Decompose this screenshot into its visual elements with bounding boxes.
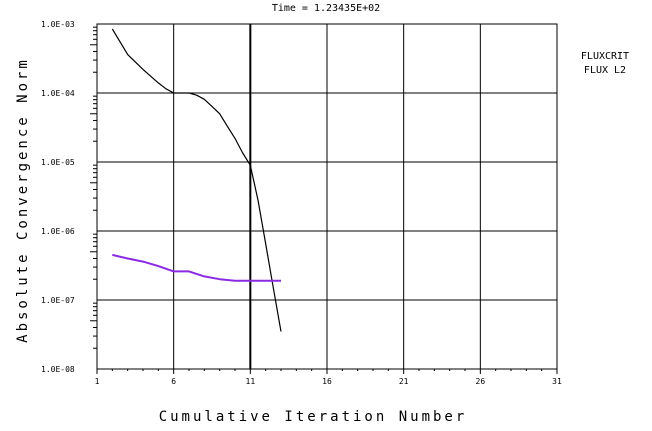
y-tick-labels: 1.0E-08 1.0E-07 1.0E-06 1.0E-05 1.0E-04 1.0E-… [41,20,75,374]
legend-entry-flux-l2: FLUX L2 [584,65,626,76]
y-tick-label: 1.0E-08 [41,365,75,374]
y-tick-label: 1.0E-04 [41,89,75,98]
x-tick-label: 31 [552,377,562,386]
x-tick-label: 11 [246,377,256,386]
x-axis-label: Cumulative Iteration Number [159,409,468,425]
y-tick-label: 1.0E-05 [41,158,75,167]
x-tick-label: 16 [322,377,332,386]
x-tick-label: 6 [171,377,176,386]
y-axis-label: Absolute Convergence Norm [15,57,31,343]
tick-marks [90,26,558,374]
x-tick-labels: 1 6 11 16 21 26 31 [95,377,562,386]
x-tick-label: 1 [95,377,100,386]
y-tick-label: 1.0E-03 [41,20,75,29]
series-line-flux-l2 [112,253,281,282]
x-tick-label: 21 [399,377,409,386]
y-tick-label: 1.0E-06 [41,227,75,236]
y-tick-label: 1.0E-07 [41,296,75,305]
series-layer [111,28,282,332]
x-tick-label: 26 [476,377,486,386]
legend-entry-fluxcrit: FLUXCRIT [581,51,629,62]
series-line-fluxcrit [111,28,282,332]
chart-title: Time = 1.23435E+02 [272,3,380,14]
